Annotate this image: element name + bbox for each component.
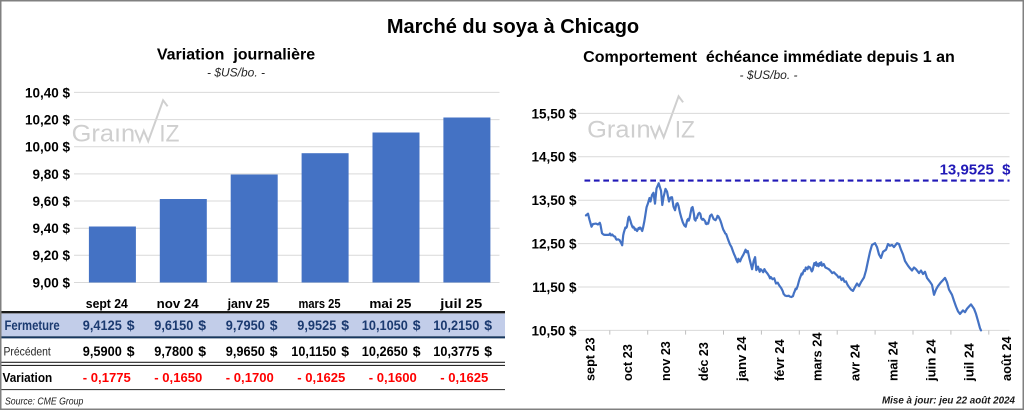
- svg-text:$: $: [270, 343, 278, 359]
- svg-text:$: $: [413, 317, 421, 333]
- svg-text:9,7800: 9,7800: [154, 343, 193, 359]
- svg-text:14,50 $: 14,50 $: [531, 150, 577, 165]
- svg-text:oct 23: oct 23: [620, 344, 635, 381]
- svg-text:- 0,1600: - 0,1600: [369, 370, 417, 385]
- svg-text:9,9650: 9,9650: [226, 343, 265, 359]
- svg-text:- $US/bo. -: - $US/bo. -: [207, 66, 265, 80]
- svg-text:nov 23: nov 23: [658, 341, 673, 381]
- svg-text:$: $: [127, 317, 135, 333]
- svg-text:janv 25: janv 25: [227, 296, 270, 311]
- svg-text:Graın: Graın: [587, 117, 651, 144]
- svg-text:- 0,1625: - 0,1625: [440, 370, 488, 385]
- svg-text:sept 24: sept 24: [86, 296, 129, 311]
- svg-text:10,50 $: 10,50 $: [531, 323, 577, 338]
- svg-text:Marché du soya à Chicago: Marché du soya à Chicago: [387, 16, 639, 38]
- svg-text:13,50 $: 13,50 $: [531, 193, 577, 208]
- svg-text:juil 24: juil 24: [961, 342, 976, 382]
- svg-text:- 0,1650: - 0,1650: [154, 370, 202, 385]
- svg-text:10,2650: 10,2650: [362, 343, 408, 359]
- svg-text:10,40 $: 10,40 $: [25, 85, 71, 100]
- svg-text:9,5900: 9,5900: [83, 343, 122, 359]
- svg-text:$: $: [127, 343, 135, 359]
- svg-text:Variation journalière: Variation journalière: [157, 47, 315, 64]
- svg-text:12,50 $: 12,50 $: [531, 237, 577, 252]
- svg-text:$: $: [484, 317, 492, 333]
- svg-text:10,20 $: 10,20 $: [25, 113, 71, 128]
- svg-text:$: $: [341, 317, 349, 333]
- svg-text:9,80 $: 9,80 $: [32, 167, 70, 182]
- svg-text:Source: CME Group: Source: CME Group: [5, 396, 83, 408]
- svg-text:IZ: IZ: [159, 121, 179, 148]
- svg-text:- 0,1700: - 0,1700: [226, 370, 274, 385]
- svg-text:mars 24: mars 24: [810, 332, 825, 381]
- svg-text:juil 25: juil 25: [439, 296, 482, 311]
- svg-text:9,20 $: 9,20 $: [32, 248, 70, 263]
- svg-text:janv 24: janv 24: [734, 336, 749, 382]
- svg-text:juin 24: juin 24: [923, 339, 938, 382]
- svg-text:9,4125: 9,4125: [83, 317, 122, 333]
- svg-text:10,2150: 10,2150: [433, 317, 479, 333]
- svg-text:$: $: [198, 343, 206, 359]
- svg-text:mai 25: mai 25: [369, 296, 411, 311]
- svg-text:$: $: [484, 343, 492, 359]
- svg-text:Comportement échéance immédia: Comportement échéance immédiate depuis 1…: [583, 49, 955, 66]
- svg-text:Mise à jour: jeu 22 août 2024: Mise à jour: jeu 22 août 2024: [882, 395, 1015, 407]
- svg-text:mars 25: mars 25: [299, 296, 341, 311]
- svg-text:$: $: [270, 317, 278, 333]
- svg-text:févr 24: févr 24: [772, 339, 787, 381]
- svg-text:Précédent: Précédent: [4, 345, 52, 359]
- svg-text:déc 23: déc 23: [696, 342, 711, 381]
- svg-text:- 0,1775: - 0,1775: [83, 370, 131, 385]
- svg-text:nov 24: nov 24: [157, 296, 200, 311]
- svg-text:10,1150: 10,1150: [291, 343, 336, 359]
- svg-text:Variation: Variation: [3, 370, 53, 385]
- svg-text:Graın: Graın: [72, 121, 136, 148]
- svg-text:11,50 $: 11,50 $: [532, 280, 577, 295]
- svg-text:- $US/bo. -: - $US/bo. -: [739, 68, 797, 82]
- svg-text:$: $: [198, 317, 206, 333]
- svg-text:IZ: IZ: [675, 117, 695, 144]
- svg-text:sept 23: sept 23: [582, 337, 597, 381]
- svg-text:10,3775: 10,3775: [433, 343, 479, 359]
- svg-text:10,1050: 10,1050: [362, 317, 408, 333]
- svg-text:9,7950: 9,7950: [226, 317, 265, 333]
- svg-text:mai 24: mai 24: [886, 340, 901, 381]
- svg-text:10,00 $: 10,00 $: [25, 140, 71, 155]
- svg-text:9,6150: 9,6150: [154, 317, 193, 333]
- svg-text:9,9525: 9,9525: [297, 317, 336, 333]
- svg-text:$: $: [413, 343, 421, 359]
- svg-text:Fermeture: Fermeture: [5, 318, 61, 333]
- svg-text:9,40 $: 9,40 $: [32, 221, 70, 236]
- svg-text:15,50 $: 15,50 $: [531, 106, 577, 121]
- svg-text:août 24: août 24: [999, 336, 1014, 381]
- svg-text:- 0,1625: - 0,1625: [297, 370, 345, 385]
- svg-text:$: $: [341, 343, 349, 359]
- svg-text:9,60 $: 9,60 $: [32, 194, 70, 209]
- svg-text:avr 24: avr 24: [848, 343, 863, 381]
- svg-text:9,00 $: 9,00 $: [32, 275, 70, 290]
- svg-text:13,9525 $: 13,9525 $: [940, 162, 1012, 179]
